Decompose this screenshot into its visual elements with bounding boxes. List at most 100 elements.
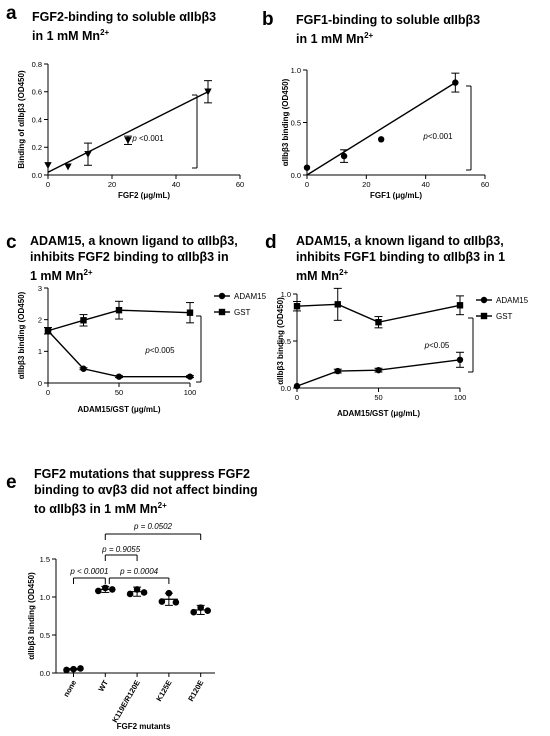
chart-b-fit-line [306,82,456,176]
chart-e-comparison-label: p < 0.0001 [69,567,108,576]
chart-e-data-point [204,607,211,614]
chart-d-p-value: p<0.05 [424,341,450,350]
chart-b-x-tick-label: 40 [421,180,429,189]
panel-e-title-line1: FGF2 mutations that suppress FGF2 [34,467,250,481]
chart-c-data-point [115,306,123,314]
chart-a-y-tick-label: 0.0 [32,171,42,180]
chart-b-x-axis-label: FGF1 (μg/mL) [370,191,422,200]
chart-e-data-point [70,665,77,673]
panel-d-title: ADAM15, a known ligand to αIIbβ3, inhibi… [296,233,546,284]
chart-e-x-tick-label: R120E [186,679,205,703]
chart-e-y-tick-label: 1.5 [40,555,50,564]
chart-b-data-point [452,79,459,86]
panel-d-title-line2: inhibits FGF1 binding to αIIbβ3 in 1 [296,250,506,264]
panel-c-title-line1: ADAM15, a known ligand to αIIbβ3, [30,234,238,248]
chart-d-y-axis-label: αIIbβ3 binding (OD450) [276,297,285,385]
chart-a-x-tick-label: 40 [172,180,180,189]
chart-d-data-point [293,303,301,310]
chart-d-data-point [334,367,341,375]
chart-d-legend-swatch-marker [480,312,488,320]
chart-b-x-tick-label: 60 [481,180,489,189]
panel-letter-d: d [265,232,277,253]
chart-d-legend-swatch-marker [480,296,488,304]
chart-a-y-axis-label: Binding of αIIbβ3 (OD450) [17,70,26,169]
chart-c-x-axis-label: ADAM15/GST (μg/mL) [77,405,160,414]
panel-b-title-line2: in 1 mM Mn2+ [296,28,480,47]
chart-a-x-tick-label: 60 [236,180,244,189]
chart-a-data-point [44,162,52,169]
chart-b-x-tick-label: 0 [305,180,309,189]
chart-e-data-point [172,599,180,606]
chart-c-x-tick-label: 0 [46,388,50,397]
chart-c-y-axis-label: αIIbβ3 binding (OD450) [17,291,26,379]
chart-b-x-tick-label: 20 [362,180,370,189]
chart-b-y-axis-label: αIIbβ3 binding (OD450) [281,78,290,166]
chart-d-data-point [456,302,464,309]
chart-c-data-point [80,317,87,324]
chart-d-data-point [293,382,301,390]
panel-e-title-line3: to αIIbβ3 in 1 mM Mn2+ [34,498,294,517]
chart-e-y-tick-label: 0.5 [40,631,50,640]
chart-e-data-point [133,586,141,593]
chart-e-x-tick-label: K125E [154,679,173,703]
panel-letter-e: e [6,472,17,493]
panel-d-title-line3-text: mM Mn [296,269,340,284]
panel-c-title-line2: inhibits FGF2 binding to αIIbβ3 in [30,250,229,264]
panel-a-title-line2: in 1 mM Mn2+ [32,25,216,44]
chart-b-y-tick-label: 0.0 [291,171,301,180]
chart-d-y-tick-label: 0.0 [281,384,291,393]
panel-d-title-sup: 2+ [339,268,349,277]
chart-c-p-value: p<0.005 [144,346,175,355]
chart-e-data-point [108,586,116,593]
panel-e-title-line3-text: to αIIbβ3 in 1 mM Mn [34,502,158,517]
chart-e-comparison-label: p = 0.9055 [101,545,141,554]
chart-a-data-point [84,150,92,158]
chart-e-x-tick-label: WT [96,678,110,693]
panel-a-title: FGF2-binding to soluble αIIbβ3 in 1 mM M… [32,9,216,44]
chart-e-data-point [63,666,70,674]
chart-d-x-axis-label: ADAM15/GST (μg/mL) [337,409,420,418]
chart-c-data-point [186,309,194,316]
panel-a-title-line2-text: in 1 mM Mn [32,29,101,44]
chart-c-data-point [115,373,123,380]
chart-d-legend-label: GST [496,312,513,321]
chart-a-data-point [124,137,132,145]
chart-d-y-tick-label: 0.5 [281,337,291,346]
chart-c-legend-swatch-marker [218,308,226,316]
chart-d-x-tick-label: 50 [374,393,382,402]
chart-e-x-tick-label: K119E/R120E [110,679,142,725]
panel-b-title-line1: FGF1-binding to soluble αIIbβ3 [296,13,481,27]
chart-b-data-point [340,152,348,160]
chart-a-p-value: p <0.001 [131,134,164,143]
chart-e-x-axis-label: FGF2 mutants [117,722,171,731]
chart-c-y-tick-label: 0 [38,379,42,388]
chart-c-x-tick-label: 50 [115,388,123,397]
panel-c-title: ADAM15, a known ligand to αIIbβ3, inhibi… [30,233,260,284]
chart-e-y-axis-label: αIIbβ3 binding (OD450) [27,572,36,660]
chart-d-legend-label: ADAM15 [496,296,529,305]
panel-e-title: FGF2 mutations that suppress FGF2 bindin… [34,466,294,517]
panel-e-title-sup: 2+ [157,501,167,510]
chart-e-data-point [77,665,84,672]
panel-a-title-line1: FGF2-binding to soluble αIIbβ3 [32,10,217,24]
chart-d-x-tick-label: 0 [295,393,299,402]
chart-e-x-tick-label: none [61,679,78,699]
chart-a-y-tick-label: 0.8 [32,60,42,69]
chart-c-y-tick-label: 2 [38,315,42,324]
panel-letter-c: c [6,232,17,253]
chart-e-data-point [197,604,204,611]
chart-c-series-line-adam15 [47,330,190,378]
chart-a-y-tick-label: 0.6 [32,88,42,97]
panel-letter-a: a [6,3,17,24]
chart-e-y-tick-label: 0.0 [40,669,50,678]
chart-c-data-point [80,365,87,372]
panel-c-title-line3: 1 mM Mn2+ [30,265,260,284]
chart-d-series-line-adam15 [296,359,461,387]
chart-c-legend-label: GST [234,308,251,317]
chart-e-comparison-label: p = 0.0004 [119,567,159,576]
panel-a-title-sup: 2+ [100,28,110,37]
panel-d-title-line1: ADAM15, a known ligand to αIIbβ3, [296,234,504,248]
chart-a-y-tick-label: 0.4 [32,115,42,124]
panel-c-title-sup: 2+ [83,268,93,277]
